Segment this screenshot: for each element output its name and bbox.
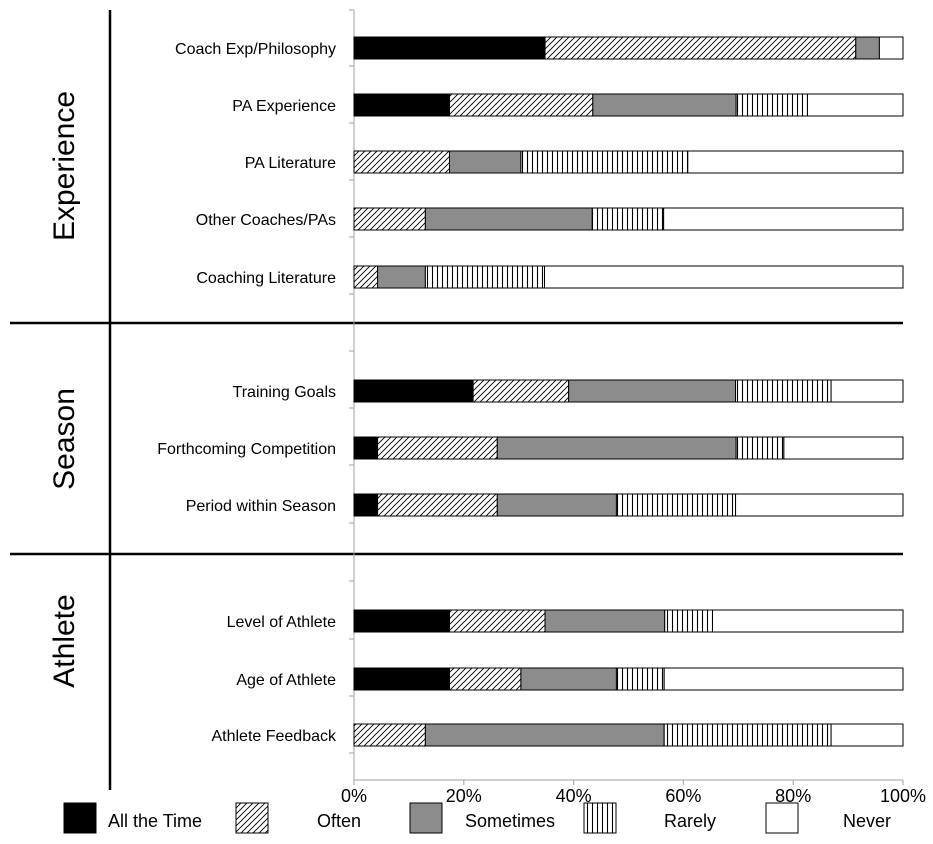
x-tick-label: 40% [556, 786, 592, 806]
bar-segment-all-the-time [353, 36, 546, 60]
category-label: Coaching Literature [196, 270, 336, 287]
category-label: Coach Exp/Philosophy [175, 41, 336, 58]
bar-segment-never [544, 265, 904, 289]
bar-segment-rarely [735, 93, 808, 117]
category-label: PA Experience [232, 98, 336, 115]
x-tick-label: 80% [775, 786, 811, 806]
bar-segment-often [353, 207, 426, 231]
bar-segment-never [735, 493, 904, 517]
bar-segment-sometimes [496, 493, 617, 517]
group-label-experience: Experience [48, 91, 81, 241]
bar-segment-rarely [735, 436, 785, 460]
bar-segment-often [544, 36, 857, 60]
bar-segment-rarely [424, 265, 545, 289]
bar-segment-never [687, 150, 904, 174]
bar-segment-sometimes [377, 265, 426, 289]
bar-segment-sometimes [424, 207, 593, 231]
bar-segment-sometimes [449, 150, 522, 174]
x-tick-label: 60% [665, 786, 701, 806]
category-label: Age of Athlete [236, 672, 336, 689]
bar-segment-all-the-time [353, 436, 379, 460]
frame-layer [10, 9, 904, 790]
bar-segment-often [449, 667, 522, 691]
bar-segment-never [830, 723, 904, 747]
bars-layer [353, 36, 904, 747]
x-tick-label: 100% [880, 786, 926, 806]
legend-swatch-often [235, 802, 269, 834]
bar-segment-rarely [615, 493, 737, 517]
category-label: Athlete Feedback [211, 728, 337, 745]
category-label: PA Literature [245, 155, 336, 172]
group-label-season: Season [48, 388, 81, 490]
bar-segment-rarely [663, 723, 832, 747]
x-tick-label: 20% [446, 786, 482, 806]
bar-segment-often [353, 150, 451, 174]
bar-segment-rarely [735, 379, 832, 403]
bar-segment-sometimes [592, 93, 737, 117]
bar-segment-never [830, 379, 904, 403]
bar-segment-often [472, 379, 570, 403]
bar-segment-sometimes [424, 723, 665, 747]
category-label: Level of Athlete [227, 614, 337, 631]
bar-segment-sometimes [544, 609, 666, 633]
legend-label: Never [843, 811, 891, 831]
group-label-athlete: Athlete [48, 594, 81, 687]
bar-segment-often [449, 609, 546, 633]
bar-segment-rarely [520, 150, 689, 174]
bar-segment-never [878, 36, 904, 60]
bar-segment-often [377, 436, 498, 460]
bar-segment-rarely [591, 207, 665, 231]
legend-label: All the Time [108, 811, 202, 831]
category-label: Training Goals [233, 384, 336, 401]
legend-swatch-sometimes [409, 802, 443, 834]
category-label: Other Coaches/PAs [196, 212, 336, 229]
bar-segment-all-the-time [353, 379, 474, 403]
legend-label: Sometimes [465, 811, 555, 831]
bar-segment-often [353, 723, 426, 747]
bar-segment-never [806, 93, 904, 117]
bar-segment-all-the-time [353, 667, 451, 691]
category-label: Period within Season [186, 498, 336, 515]
bar-segment-all-the-time [353, 93, 451, 117]
bar-segment-never [663, 667, 904, 691]
legend-swatch-all-the-time [63, 802, 97, 834]
legend-label: Often [317, 811, 361, 831]
bar-segment-sometimes [520, 667, 617, 691]
legend-layer: All the Time Often Sometimes Rarely Never [63, 802, 891, 834]
bar-segment-often [353, 265, 379, 289]
bar-segment-rarely [615, 667, 665, 691]
bar-segment-sometimes [855, 36, 880, 60]
bar-segment-never [663, 207, 904, 231]
bar-segment-sometimes [568, 379, 737, 403]
bar-segment-rarely [664, 609, 713, 633]
bar-segment-often [449, 93, 594, 117]
legend-swatch-never [765, 802, 799, 834]
legend-label: Rarely [664, 811, 716, 831]
bar-segment-all-the-time [353, 493, 379, 517]
bar-segment-never [712, 609, 904, 633]
legend-swatch-rarely [583, 802, 617, 834]
x-tick-label: 0% [341, 786, 367, 806]
category-label: Forthcoming Competition [157, 441, 336, 458]
bar-segment-sometimes [496, 436, 737, 460]
bar-segment-never [783, 436, 904, 460]
bar-segment-often [377, 493, 498, 517]
bar-segment-all-the-time [353, 609, 451, 633]
labels-layer: 0% 20% 40% 60% 80% 100% Experience Season Athlet… [48, 41, 926, 806]
